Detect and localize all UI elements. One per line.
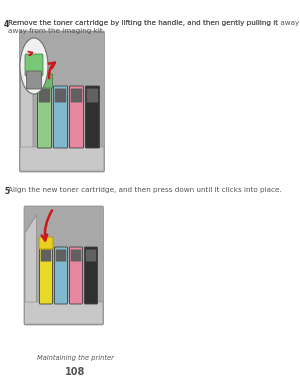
FancyBboxPatch shape <box>41 249 51 262</box>
FancyBboxPatch shape <box>26 71 41 89</box>
FancyBboxPatch shape <box>25 302 103 324</box>
FancyBboxPatch shape <box>40 247 52 304</box>
FancyBboxPatch shape <box>56 249 66 262</box>
Text: 4: 4 <box>4 20 9 29</box>
FancyBboxPatch shape <box>87 88 98 102</box>
FancyBboxPatch shape <box>85 247 98 304</box>
FancyBboxPatch shape <box>70 247 83 304</box>
Circle shape <box>20 38 48 94</box>
FancyBboxPatch shape <box>39 237 53 249</box>
Polygon shape <box>20 43 33 170</box>
FancyBboxPatch shape <box>53 86 68 148</box>
FancyBboxPatch shape <box>20 31 104 172</box>
FancyBboxPatch shape <box>55 88 66 102</box>
FancyBboxPatch shape <box>25 54 43 76</box>
FancyBboxPatch shape <box>86 249 96 262</box>
FancyBboxPatch shape <box>70 86 83 148</box>
FancyBboxPatch shape <box>38 86 52 148</box>
FancyBboxPatch shape <box>24 206 103 325</box>
Text: 5: 5 <box>4 187 9 196</box>
FancyBboxPatch shape <box>20 147 104 171</box>
Text: Remove the toner cartridge by lifting the handle, and then gently pulling it awa: Remove the toner cartridge by lifting th… <box>8 20 300 26</box>
Text: 108: 108 <box>65 367 85 377</box>
FancyBboxPatch shape <box>71 88 82 102</box>
Text: Remove the toner cartridge by lifting the handle, and then gently pulling it awa: Remove the toner cartridge by lifting th… <box>8 20 279 33</box>
FancyBboxPatch shape <box>39 88 50 102</box>
FancyBboxPatch shape <box>85 86 100 148</box>
Text: Align the new toner cartridge, and then press down until it clicks into place.: Align the new toner cartridge, and then … <box>8 187 282 193</box>
FancyBboxPatch shape <box>55 247 68 304</box>
FancyBboxPatch shape <box>71 249 81 262</box>
Text: Maintaining the printer: Maintaining the printer <box>37 355 113 361</box>
FancyBboxPatch shape <box>37 74 52 88</box>
Polygon shape <box>25 215 37 323</box>
